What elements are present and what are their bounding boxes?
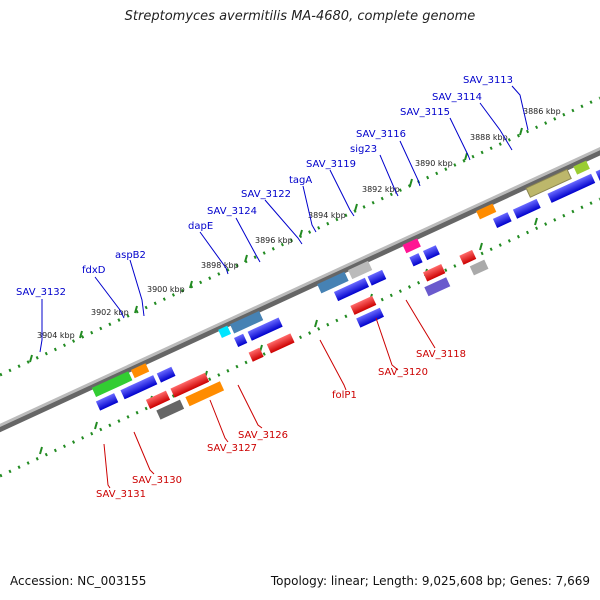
gene-label-aspb2[interactable]: aspB2 <box>115 250 146 261</box>
feature-sav-3132[interactable] <box>91 371 133 398</box>
tick-label-3886: 3886 kbp <box>523 107 561 116</box>
feature-red-2[interactable] <box>423 264 446 282</box>
feature-blue-13[interactable] <box>95 393 119 411</box>
gene-label-sav-3131[interactable]: SAV_3131 <box>96 489 146 500</box>
feature-blue-3[interactable] <box>492 212 512 228</box>
reverse-features <box>145 249 489 420</box>
gene-label-sav-3113[interactable]: SAV_3113 <box>463 75 513 86</box>
gene-label-sav-3119[interactable]: SAV_3119 <box>306 159 356 170</box>
feature-sav-3118[interactable] <box>469 259 489 276</box>
feature-blue-11[interactable] <box>120 375 158 400</box>
gene-label-sav-3132[interactable]: SAV_3132 <box>16 287 66 298</box>
feature-sav-3130[interactable] <box>185 381 225 407</box>
feature-aspb2[interactable] <box>229 311 264 334</box>
gene-label-sav-3120[interactable]: SAV_3120 <box>378 367 428 378</box>
gene-label-sav-3118[interactable]: SAV_3118 <box>416 349 466 360</box>
tick-label-3902: 3902 kbp <box>91 308 129 317</box>
tick-label-3890: 3890 kbp <box>415 159 453 168</box>
gene-label-taga[interactable]: tagA <box>289 175 312 186</box>
accession-label: Accession: NC_003155 <box>10 574 147 588</box>
lower-leader-lines <box>103 299 436 489</box>
feature-blue-8[interactable] <box>367 269 387 286</box>
gene-label-sav-3122[interactable]: SAV_3122 <box>241 189 291 200</box>
feature-blue-4[interactable] <box>512 198 541 219</box>
topology-label: Topology: linear; Length: 9,025,608 bp; … <box>270 574 590 588</box>
feature-blue-10[interactable] <box>247 317 283 341</box>
tick-label-3898: 3898 kbp <box>201 261 239 270</box>
feature-blue-5[interactable] <box>409 253 423 267</box>
feature-blue-6[interactable] <box>422 245 440 261</box>
tick-label-3888: 3888 kbp <box>470 133 508 142</box>
feature-sav-3115[interactable] <box>525 168 572 198</box>
gene-label-fdxd[interactable]: fdxD <box>82 265 106 276</box>
feature-blue-7[interactable] <box>333 277 370 302</box>
chromosome-backbone <box>0 146 600 433</box>
feature-red-4[interactable] <box>266 333 295 354</box>
tick-label-3900: 3900 kbp <box>147 285 185 294</box>
feature-red-7[interactable] <box>170 372 210 398</box>
feature-taga[interactable] <box>402 238 421 254</box>
map-title: Streptomyces avermitilis MA-4680, comple… <box>124 9 476 24</box>
gene-label-sav-3114[interactable]: SAV_3114 <box>432 92 482 103</box>
feature-dape[interactable] <box>317 271 349 294</box>
upper-leader-lines <box>39 85 529 353</box>
feature-sav-3133[interactable] <box>130 363 150 379</box>
tick-label-3894: 3894 kbp <box>308 211 346 220</box>
gene-label-sav-3126[interactable]: SAV_3126 <box>238 430 288 441</box>
tick-label-3904: 3904 kbp <box>37 331 75 340</box>
feature-sav-3124[interactable] <box>348 260 373 280</box>
feature-blue-1[interactable] <box>547 173 596 203</box>
gene-label-dape[interactable]: dapE <box>188 221 213 232</box>
feature-sav-3114[interactable] <box>573 160 590 175</box>
tick-label-3892: 3892 kbp <box>362 185 400 194</box>
gene-label-sav-3127[interactable]: SAV_3127 <box>207 443 257 454</box>
feature-blue-9[interactable] <box>234 333 248 348</box>
feature-folp1[interactable] <box>356 307 384 328</box>
feature-fdxd[interactable] <box>218 325 232 339</box>
feature-red-5[interactable] <box>248 347 264 362</box>
feature-sav-3120[interactable] <box>424 277 451 297</box>
lower-dotted-track <box>0 197 600 478</box>
feature-red-6[interactable] <box>145 390 171 409</box>
feature-blue-12[interactable] <box>156 366 176 383</box>
gene-label-sav-3124[interactable]: SAV_3124 <box>207 206 257 217</box>
feature-red-3[interactable] <box>350 295 377 315</box>
forward-features <box>91 160 600 411</box>
tick-label-3896: 3896 kbp <box>255 236 293 245</box>
gene-label-sav-3116[interactable]: SAV_3116 <box>356 129 406 140</box>
gene-label-sig23[interactable]: sig23 <box>350 144 377 155</box>
feature-sig23[interactable] <box>476 203 497 220</box>
gene-label-sav-3130[interactable]: SAV_3130 <box>132 475 182 486</box>
gene-label-sav-3115[interactable]: SAV_3115 <box>400 107 450 118</box>
feature-sav-3131[interactable] <box>156 399 185 420</box>
feature-blue-2[interactable] <box>595 167 600 181</box>
feature-red-1[interactable] <box>459 249 477 265</box>
gene-label-folp1[interactable]: folP1 <box>332 390 357 401</box>
